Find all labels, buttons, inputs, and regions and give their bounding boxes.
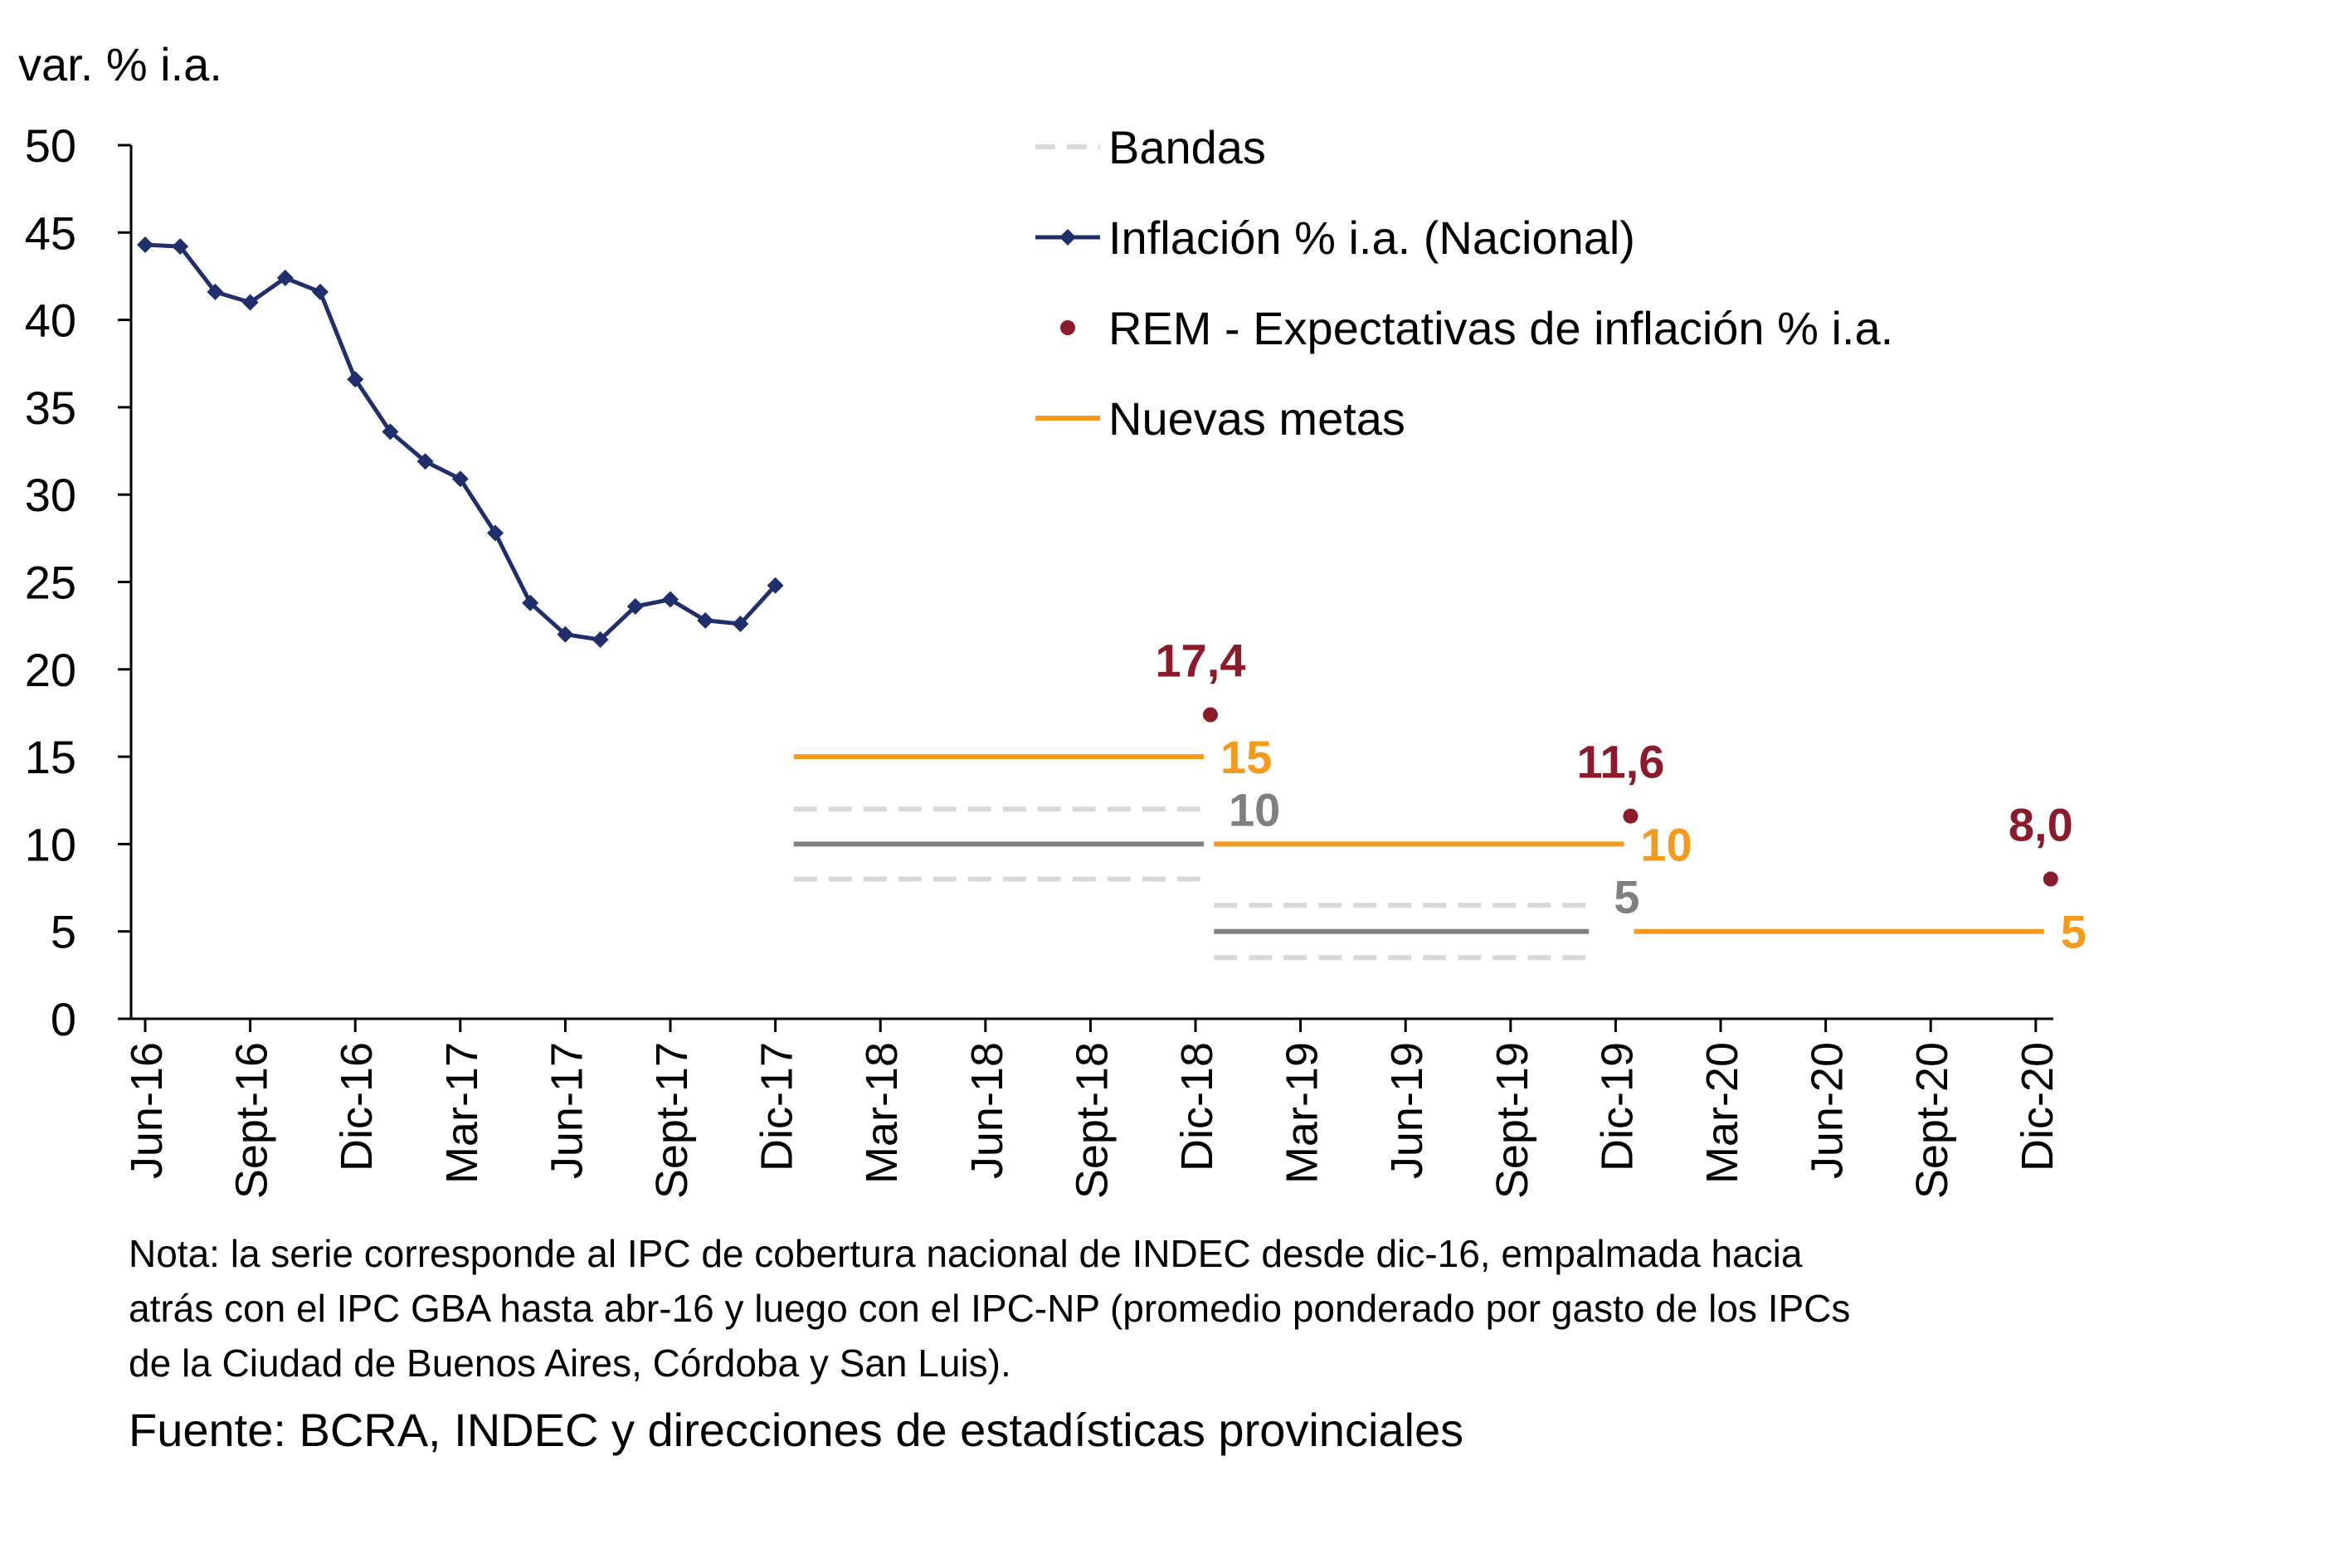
inflation-point (276, 270, 294, 287)
inflation-point (732, 616, 749, 633)
y-tick-label: 35 (25, 382, 76, 434)
source-line: Fuente: BCRA, INDEC y direcciones de est… (129, 1404, 1464, 1456)
inflation-point (522, 594, 539, 611)
legend-label: Inflación % i.a. (Nacional) (1108, 212, 1635, 264)
x-tick-label: Mar-17 (437, 1042, 487, 1184)
inflation-point (767, 577, 784, 594)
x-tick-label: Mar-18 (857, 1042, 907, 1184)
notes-block: Nota: la serie corresponde al IPC de cob… (129, 1226, 2161, 1463)
inflation-point (451, 470, 469, 488)
inflation-point (172, 238, 189, 256)
new-target-label: 15 (1220, 731, 1272, 783)
rem-label: 8,0 (2009, 799, 2073, 851)
inflation-point (557, 626, 574, 643)
note-line-1: Nota: la serie corresponde al IPC de cob… (129, 1232, 1803, 1275)
x-tick-label: Dic-19 (1592, 1042, 1642, 1171)
x-tick-label: Sept-16 (227, 1042, 277, 1199)
x-tick-label: Jun-18 (962, 1042, 1012, 1179)
inflation-point (382, 423, 399, 441)
y-tick-label: 45 (25, 207, 76, 259)
y-tick-label: 5 (51, 906, 76, 958)
y-tick-label: 25 (25, 557, 76, 609)
previous-target-label: 5 (1614, 871, 1639, 923)
inflation-point (416, 453, 434, 470)
x-tick-label: Sept-17 (647, 1042, 697, 1199)
inflation-point (662, 591, 679, 608)
y-tick-label: 10 (25, 818, 76, 870)
inflation-line (144, 242, 777, 642)
y-tick-label: 20 (25, 644, 76, 696)
x-tick-label: Jun-17 (542, 1042, 592, 1179)
inflation-point (697, 611, 714, 629)
x-tick-label: Dic-18 (1172, 1042, 1222, 1171)
rem-point (1623, 808, 1639, 824)
x-tick-label: Sept-18 (1067, 1042, 1117, 1199)
x-tick-label: Mar-20 (1697, 1042, 1747, 1184)
y-tick-label: 40 (25, 295, 76, 347)
legend-rem-swatch (1060, 320, 1075, 335)
inflation-point (312, 283, 329, 300)
note-line-3: de la Ciudad de Buenos Aires, Córdoba y … (129, 1342, 1011, 1385)
y-tick-label: 15 (25, 731, 76, 783)
legend-inflation-marker (1059, 229, 1076, 246)
y-tick-label: 30 (25, 469, 76, 521)
inflation-point (241, 294, 259, 311)
rem-point (2043, 871, 2058, 887)
rem-point (1203, 707, 1218, 723)
x-tick-label: Mar-19 (1278, 1042, 1327, 1184)
inflation-point (626, 597, 644, 615)
y-tick-label: 0 (51, 993, 76, 1045)
rem-label: 17,4 (1156, 635, 1246, 687)
y-tick-label: 50 (25, 119, 76, 172)
inflation-point (487, 524, 504, 542)
x-tick-label: Jun-19 (1382, 1042, 1432, 1179)
x-tick-label: Sept-20 (1907, 1042, 1957, 1199)
y-axis-label: var. % i.a. (18, 38, 222, 90)
inflation-point (347, 371, 364, 388)
inflation-point (592, 631, 609, 648)
x-tick-label: Jun-16 (122, 1042, 172, 1179)
x-tick-label: Dic-16 (332, 1042, 382, 1171)
x-tick-label: Dic-20 (2013, 1042, 2062, 1171)
legend-label: Nuevas metas (1108, 392, 1405, 445)
legend-label: REM - Expectativas de inflación % i.a. (1108, 302, 1893, 354)
x-tick-label: Dic-17 (752, 1042, 802, 1171)
x-tick-label: Jun-20 (1803, 1042, 1853, 1179)
previous-target-label: 10 (1229, 783, 1280, 835)
legend-label: Bandas (1108, 121, 1266, 173)
new-target-label: 10 (1640, 818, 1692, 870)
inflation-point (207, 283, 224, 300)
note-line-2: atrás con el IPC GBA hasta abr-16 y lueg… (129, 1287, 1851, 1330)
rem-label: 11,6 (1576, 736, 1664, 788)
inflation-point (137, 236, 153, 254)
new-target-label: 5 (2061, 906, 2087, 958)
x-tick-label: Sept-19 (1488, 1042, 1537, 1199)
